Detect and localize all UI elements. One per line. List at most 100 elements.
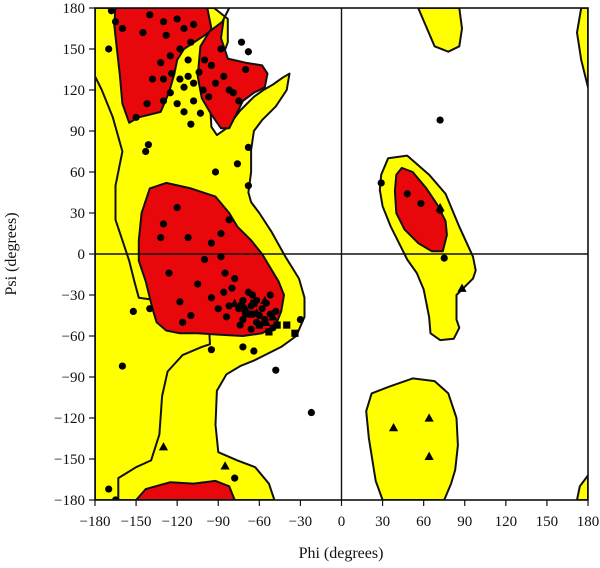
data-point-circle-45 [142, 147, 150, 156]
data-point-circle-90 [179, 318, 187, 326]
data-point-circle-56 [157, 234, 165, 242]
data-point-circle-2 [105, 45, 113, 53]
data-point-circle-86 [194, 280, 202, 288]
data-point-circle-8 [173, 15, 181, 23]
data-point-circle-102 [231, 474, 239, 482]
data-point-triangle-1 [220, 461, 230, 470]
allowed-region-3 [365, 377, 459, 500]
data-point-triangle-11 [268, 312, 278, 321]
x-tick-label-8: 60 [416, 514, 431, 530]
x-axis-ticks: −180 −150 −120 −90 −60 −30 0 30 60 90 120 150 180 [80, 500, 600, 530]
x-tick-label-9: 90 [457, 514, 472, 530]
data-point-square-3 [265, 328, 273, 336]
data-point-circle-1 [111, 18, 120, 26]
favored-region-3 [135, 479, 236, 500]
y-tick-label-5: 30 [70, 206, 85, 222]
data-point-triangle-8 [241, 304, 251, 313]
data-point-circle-38 [173, 100, 181, 108]
allowed-region-4 [417, 8, 463, 53]
data-point-circle-14 [157, 59, 165, 67]
data-point-circle-26 [211, 79, 220, 87]
data-point-square-4 [273, 321, 281, 329]
allowed-region-5 [576, 8, 588, 89]
data-points [105, 8, 467, 500]
data-point-circle-59 [217, 253, 225, 261]
y-tick-label-2: 120 [63, 83, 86, 99]
data-point-triangle-7 [230, 298, 240, 307]
data-point-triangle-12 [260, 295, 270, 305]
data-point-circle-57 [184, 234, 192, 242]
y-tick-label-4: 60 [70, 165, 85, 181]
data-point-circle-35 [184, 56, 192, 64]
x-tick-label-12: 180 [577, 514, 600, 530]
zero-lines [95, 8, 588, 500]
data-point-circle-51 [211, 168, 220, 176]
data-point-circle-108 [417, 199, 425, 208]
data-point-circle-107 [403, 190, 411, 198]
data-point-square-0 [291, 329, 299, 337]
data-point-circle-66 [222, 313, 231, 321]
data-point-circle-10 [190, 20, 198, 28]
data-point-circle-104 [111, 496, 120, 500]
data-point-circle-18 [176, 75, 184, 83]
data-point-circle-96 [207, 346, 216, 354]
data-point-triangle-2 [435, 202, 445, 212]
data-point-circle-89 [146, 305, 154, 313]
x-tick-label-11: 150 [536, 514, 559, 530]
data-point-circle-33 [217, 45, 225, 53]
data-point-circle-19 [180, 83, 188, 91]
data-point-circle-25 [207, 61, 216, 69]
data-point-circle-11 [187, 38, 195, 46]
y-tick-label-0: 180 [63, 1, 86, 17]
data-point-circle-49 [233, 160, 242, 168]
data-point-square-5 [237, 302, 246, 310]
data-point-circle-55 [159, 220, 168, 228]
data-point-circle-34 [200, 56, 209, 64]
data-point-circle-37 [159, 97, 168, 105]
data-point-circle-30 [242, 65, 250, 74]
data-point-circle-64 [207, 294, 216, 302]
y-tick-label-3: 90 [70, 124, 85, 140]
data-point-square-7 [247, 310, 255, 318]
data-point-triangle-6 [388, 422, 399, 432]
data-point-circle-93 [225, 302, 233, 310]
data-point-circle-85 [239, 316, 247, 324]
y-tick-label-9: −90 [62, 370, 85, 386]
x-tick-label-4: −60 [248, 514, 271, 530]
y-tick-label-8: −60 [62, 329, 85, 345]
data-point-triangle-3 [457, 283, 467, 292]
data-point-circle-106 [377, 179, 385, 187]
data-point-circle-24 [205, 93, 213, 101]
data-point-circle-100 [296, 316, 305, 324]
x-tick-label-10: 120 [495, 514, 518, 530]
data-point-circle-27 [220, 72, 228, 80]
data-point-triangle-4 [424, 413, 434, 422]
data-point-circle-36 [166, 89, 174, 97]
data-point-circle-99 [272, 366, 280, 374]
x-tick-label-3: −90 [207, 514, 230, 530]
y-tick-label-7: −30 [62, 288, 85, 304]
data-point-circle-40 [190, 97, 198, 105]
allowed-region-6 [576, 474, 588, 500]
data-point-circle-9 [180, 24, 188, 33]
data-point-circle-98 [250, 347, 258, 355]
data-point-circle-50 [244, 182, 252, 190]
data-point-circle-29 [235, 97, 243, 105]
x-tick-label-0: −180 [80, 514, 111, 530]
data-point-circle-62 [228, 284, 236, 292]
data-point-circle-97 [239, 343, 247, 351]
data-point-circle-72 [272, 307, 280, 315]
data-point-circle-39 [180, 108, 188, 116]
x-tick-label-5: −30 [289, 514, 312, 530]
data-point-circle-20 [184, 72, 192, 80]
data-point-circle-68 [247, 325, 255, 333]
data-point-circle-42 [143, 100, 151, 108]
data-point-circle-31 [244, 48, 252, 56]
data-point-circle-92 [200, 255, 209, 264]
y-tick-label-10: −120 [54, 411, 85, 427]
y-tick-label-12: −180 [54, 493, 85, 509]
data-point-circle-95 [118, 362, 126, 370]
x-tick-label-7: 30 [375, 514, 390, 530]
data-point-circle-61 [231, 275, 239, 283]
